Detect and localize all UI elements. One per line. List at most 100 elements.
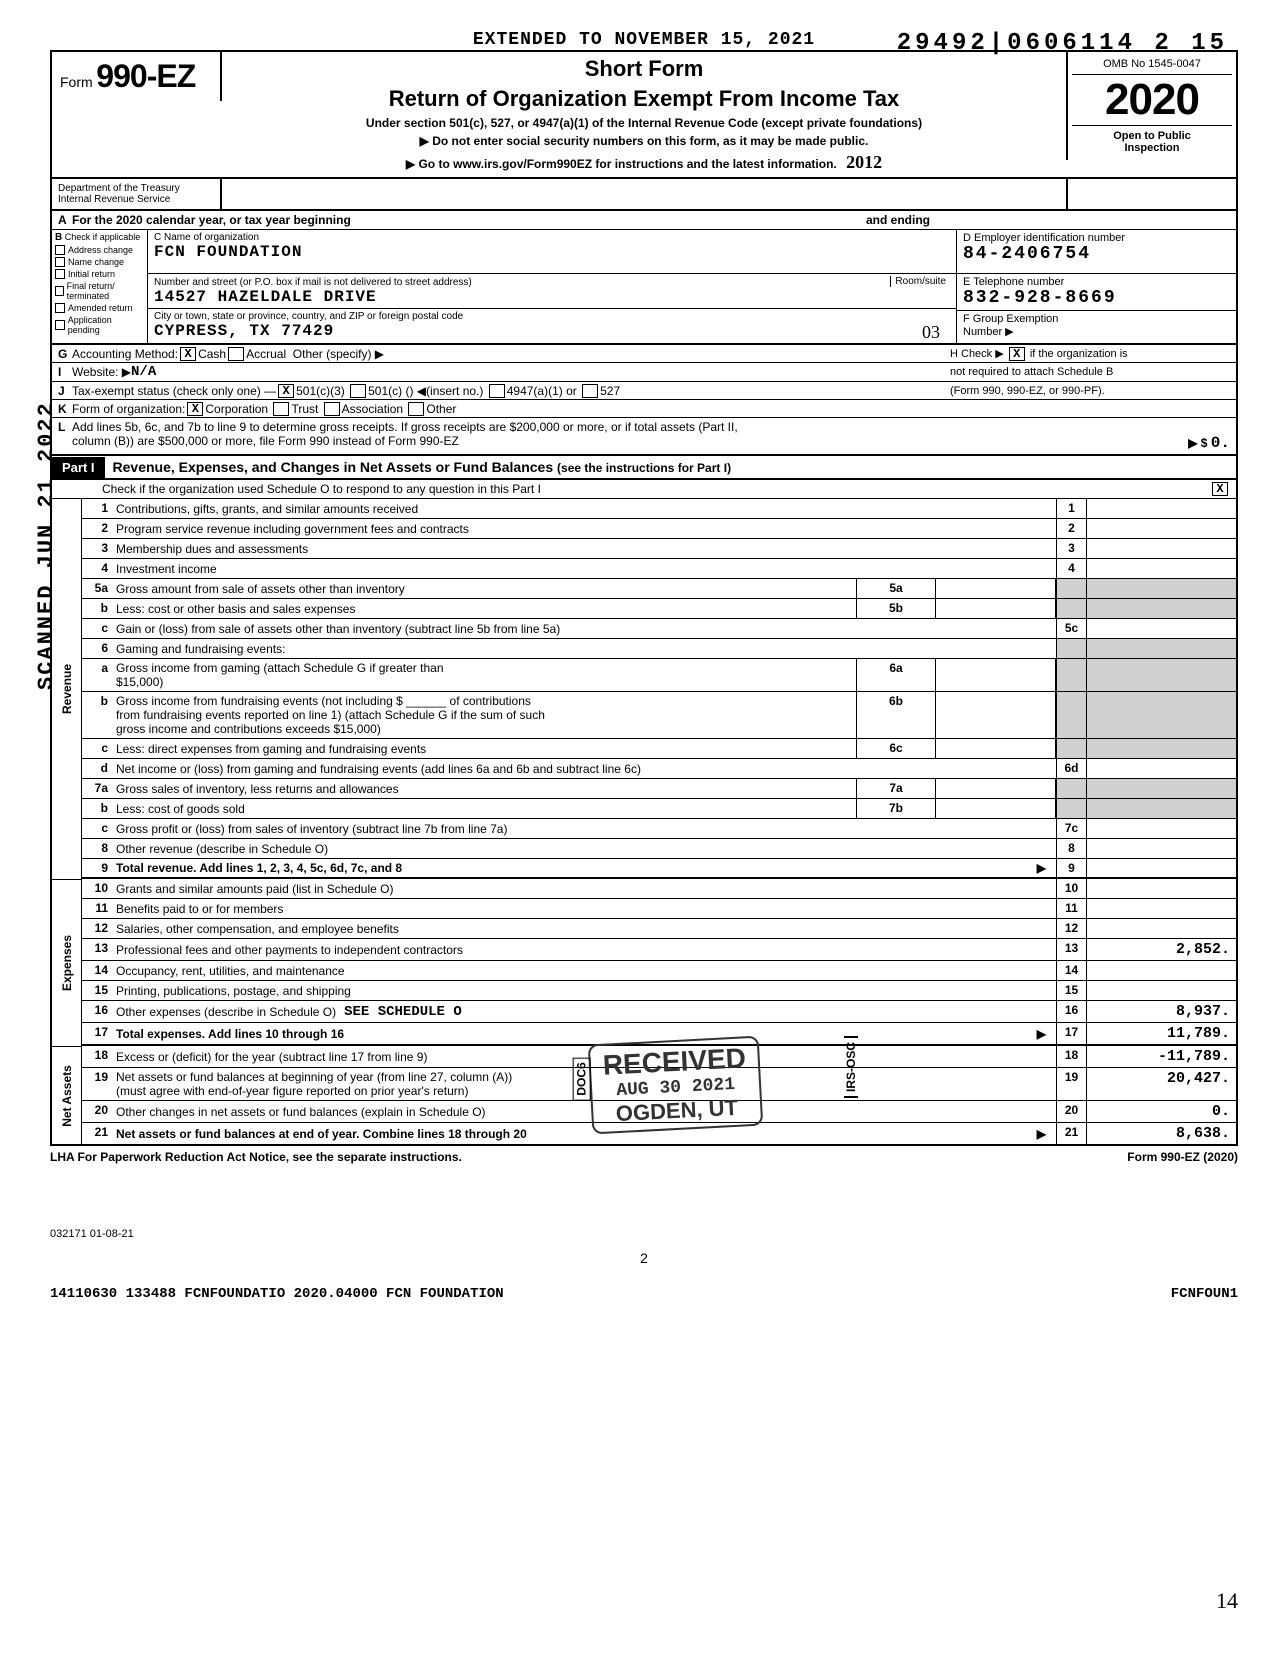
city-state-zip: CYPRESS, TX 77429 bbox=[154, 322, 334, 340]
l-arrow: ▶ $ bbox=[1188, 436, 1207, 450]
lbl-trust: Trust bbox=[291, 402, 318, 416]
part-i-check-text: Check if the organization used Schedule … bbox=[102, 482, 541, 496]
checkbox-corp[interactable]: X bbox=[187, 402, 203, 416]
k-text: Form of organization: bbox=[72, 402, 185, 416]
checkbox-501c[interactable] bbox=[350, 384, 366, 398]
checkbox-name-change[interactable] bbox=[55, 257, 65, 267]
checkbox-final-return[interactable] bbox=[55, 286, 64, 296]
h-tail: if the organization is bbox=[1030, 348, 1128, 360]
tracking-number-handwritten: 29492|0606114 2 15 bbox=[897, 30, 1228, 57]
h-check: H Check ▶ X if the organization is bbox=[950, 347, 1230, 361]
k-letter: K bbox=[58, 402, 72, 416]
checkbox-4947[interactable] bbox=[489, 384, 505, 398]
lbl-assoc: Association bbox=[342, 402, 403, 416]
bottom-right-text: FCNFOUN1 bbox=[1171, 1286, 1238, 1302]
revenue-section: Revenue 1 Contributions, gifts, grants, … bbox=[50, 499, 1238, 879]
goto-text: ▶ Go to www.irs.gov/Form990EZ for instru… bbox=[406, 157, 837, 171]
table-row: 20 Other changes in net assets or fund b… bbox=[82, 1101, 1236, 1123]
line-i: I Website: ▶ N/A not required to attach … bbox=[50, 363, 1238, 382]
g-letter: G bbox=[58, 347, 72, 361]
check-if-applicable: Check if applicable bbox=[65, 232, 141, 242]
tax-year: 2020 bbox=[1072, 75, 1232, 125]
checkbox-initial-return[interactable] bbox=[55, 269, 65, 279]
row-a: A For the 2020 calendar year, or tax yea… bbox=[50, 211, 1238, 230]
col-c: C Name of organization FCN FOUNDATION Nu… bbox=[148, 230, 956, 343]
j-text: Tax-exempt status (check only one) — bbox=[72, 384, 276, 398]
line-l: L Add lines 5b, 6c, and 7b to line 9 to … bbox=[50, 418, 1238, 456]
table-row: 15 Printing, publications, postage, and … bbox=[82, 981, 1236, 1001]
table-row: 12 Salaries, other compensation, and emp… bbox=[82, 919, 1236, 939]
table-row: 9 Total revenue. Add lines 1, 2, 3, 4, 5… bbox=[82, 859, 1236, 879]
d-label: D Employer identification number bbox=[963, 232, 1230, 244]
checkbox-h[interactable]: X bbox=[1009, 347, 1025, 361]
checkbox-accrual[interactable] bbox=[228, 347, 244, 361]
page-number: 2 bbox=[50, 1250, 1238, 1266]
table-row: c Less: direct expenses from gaming and … bbox=[82, 739, 1236, 759]
part-i-label: Part I bbox=[52, 457, 105, 478]
main-title: Return of Organization Exempt From Incom… bbox=[228, 86, 1060, 112]
phone: 832-928-8669 bbox=[963, 288, 1230, 308]
line-g: G Accounting Method: XCash Accrual Other… bbox=[50, 345, 1238, 363]
open-to-public: Open to Public Inspection bbox=[1072, 125, 1232, 154]
lbl-501c: 501(c) ( bbox=[368, 384, 409, 398]
h-text: H Check ▶ bbox=[950, 348, 1004, 360]
lbl-address-change: Address change bbox=[68, 245, 133, 255]
org-name: FCN FOUNDATION bbox=[154, 243, 950, 261]
expenses-side-label: Expenses bbox=[52, 879, 82, 1046]
checkbox-amended[interactable] bbox=[55, 303, 65, 313]
checkbox-trust[interactable] bbox=[273, 402, 289, 416]
checkbox-schedule-o[interactable]: X bbox=[1212, 482, 1228, 496]
header-row: Form 990-EZ Short Form Return of Organiz… bbox=[50, 50, 1238, 179]
l-letter: L bbox=[58, 420, 72, 452]
goto-link: ▶ Go to www.irs.gov/Form990EZ for instru… bbox=[228, 152, 1060, 173]
checkbox-address-change[interactable] bbox=[55, 245, 65, 255]
lbl-4947: 4947(a)(1) or bbox=[507, 384, 577, 398]
line-k: K Form of organization: XCorporation Tru… bbox=[50, 400, 1238, 418]
checkbox-501c3[interactable]: X bbox=[278, 384, 294, 398]
addr-label: Number and street (or P.O. box if mail i… bbox=[154, 277, 472, 288]
table-row: 2 Program service revenue including gove… bbox=[82, 519, 1236, 539]
table-row: 7a Gross sales of inventory, less return… bbox=[82, 779, 1236, 799]
checkbox-527[interactable] bbox=[582, 384, 598, 398]
year-cell: OMB No 1545-0047 2020 Open to Public Ins… bbox=[1066, 52, 1236, 160]
omb-number: OMB No 1545-0047 bbox=[1072, 58, 1232, 75]
footer-row: LHA For Paperwork Reduction Act Notice, … bbox=[50, 1146, 1238, 1168]
handwritten-year: 2012 bbox=[846, 152, 882, 172]
form-990ez: EXTENDED TO NOVEMBER 15, 2021 Form 990-E… bbox=[50, 30, 1238, 1302]
lbl-app-pending: Application pending bbox=[68, 315, 144, 335]
subtitle: Under section 501(c), 527, or 4947(a)(1)… bbox=[228, 116, 1060, 130]
checkbox-other-org[interactable] bbox=[408, 402, 424, 416]
lbl-cash: Cash bbox=[198, 347, 226, 361]
dept-row: Department of the Treasury Internal Reve… bbox=[50, 179, 1238, 211]
table-row: 11 Benefits paid to or for members 11 bbox=[82, 899, 1236, 919]
line-j: J Tax-exempt status (check only one) — X… bbox=[50, 382, 1238, 400]
handwritten-03: 03 bbox=[922, 322, 940, 343]
j-letter: J bbox=[58, 384, 72, 398]
lbl-other-specify: Other (specify) ▶ bbox=[293, 347, 384, 361]
lbl-527: 527 bbox=[600, 384, 620, 398]
bottom-code: 032171 01-08-21 bbox=[50, 1228, 1238, 1240]
bottom-text: 14110630 133488 FCNFOUNDATIO 2020.04000 … bbox=[50, 1286, 504, 1302]
table-row: 16 Other expenses (describe in Schedule … bbox=[82, 1001, 1236, 1023]
form-ref: Form 990-EZ (2020) bbox=[1127, 1150, 1238, 1164]
part-i-title-text: Revenue, Expenses, and Changes in Net As… bbox=[113, 459, 554, 475]
table-row: 3 Membership dues and assessments 3 bbox=[82, 539, 1236, 559]
f-label: F Group Exemption bbox=[963, 313, 1230, 325]
table-row: bGross income from fundraising events (n… bbox=[82, 692, 1236, 739]
l-amount: 0. bbox=[1211, 434, 1230, 452]
table-row: 8 Other revenue (describe in Schedule O)… bbox=[82, 839, 1236, 859]
l-text2: column (B)) are $500,000 or more, file F… bbox=[72, 434, 459, 448]
lbl-accrual: Accrual bbox=[246, 347, 286, 361]
netassets-side-label: Net Assets bbox=[52, 1046, 82, 1146]
checkbox-cash[interactable]: X bbox=[180, 347, 196, 361]
l-text1: Add lines 5b, 6c, and 7b to line 9 to de… bbox=[72, 420, 1230, 434]
doc6-stamp: DOC6 bbox=[573, 1057, 591, 1100]
lbl-initial-return: Initial return bbox=[68, 269, 115, 279]
table-row: 1 Contributions, gifts, grants, and simi… bbox=[82, 499, 1236, 519]
lbl-corp: Corporation bbox=[205, 402, 268, 416]
netassets-vtext: Net Assets bbox=[60, 1065, 74, 1127]
and-ending: and ending bbox=[866, 213, 930, 227]
checkbox-app-pending[interactable] bbox=[55, 320, 65, 330]
expenses-section: Expenses 10 Grants and similar amounts p… bbox=[50, 879, 1238, 1046]
checkbox-assoc[interactable] bbox=[324, 402, 340, 416]
